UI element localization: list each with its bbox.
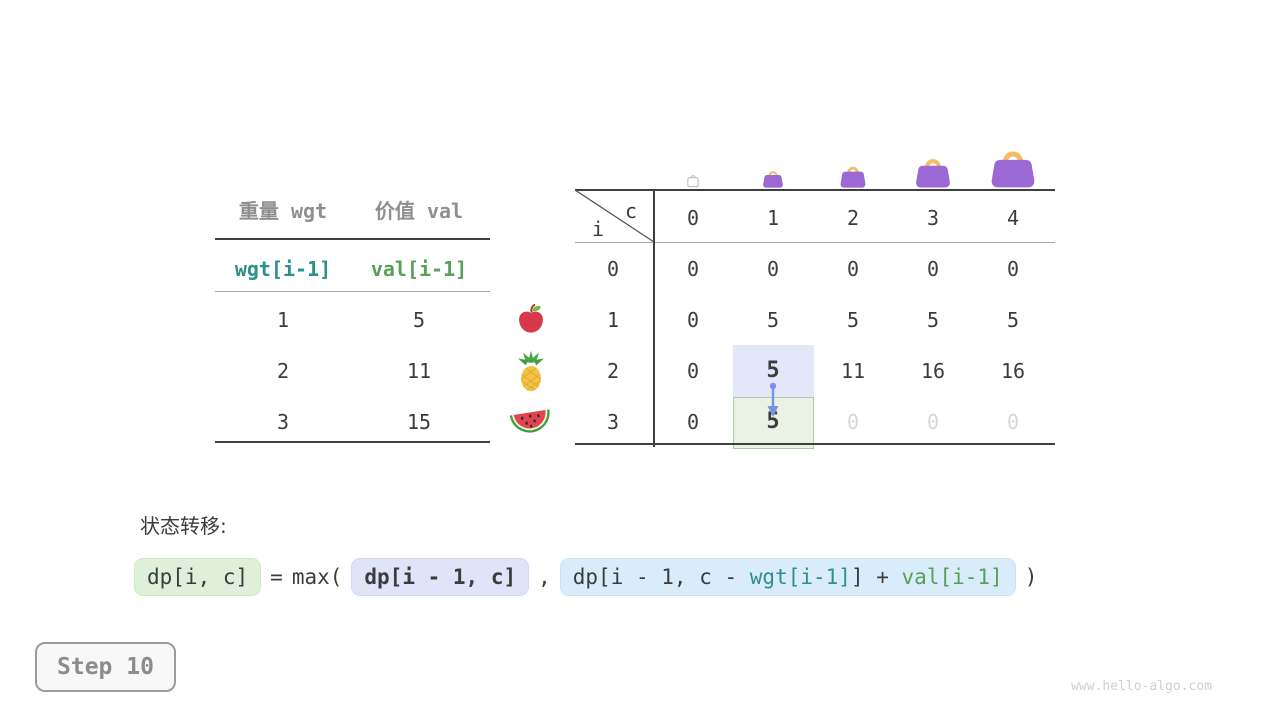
items-header-value: 价值 val xyxy=(374,199,464,223)
formula-arg2-val: val[i-1] xyxy=(901,565,1003,589)
dp-cell: 0 xyxy=(686,257,700,281)
dp-cell: 16 xyxy=(1000,359,1026,383)
watermark: www.hello-algo.com xyxy=(1071,679,1212,694)
formula-arg2-wgt: wgt[i-1] xyxy=(749,565,851,589)
dp-cell: 16 xyxy=(920,359,946,383)
formula-arg2-plus: + xyxy=(863,565,902,589)
items-table-bottom-rule xyxy=(215,441,490,443)
dp-cell: 5 xyxy=(766,358,780,383)
dp-cell: 0 xyxy=(686,359,700,383)
dp-cell: 0 xyxy=(926,410,940,434)
state-transition-label: 状态转移: xyxy=(140,514,227,538)
corner-diagonal xyxy=(575,190,655,243)
apple-icon xyxy=(514,301,548,335)
item-value-value: 5 xyxy=(412,308,426,332)
dp-cell: 5 xyxy=(766,308,780,332)
dp-cell: 0 xyxy=(846,257,860,281)
items-table-mid-rule xyxy=(215,291,490,292)
corner-label-c: c xyxy=(624,199,638,223)
watermelon-icon xyxy=(509,408,552,434)
dp-cell: 5 xyxy=(846,308,860,332)
formula-max-open: max( xyxy=(291,565,343,589)
dp-row-label: 0 xyxy=(606,257,620,281)
dp-row-label: 1 xyxy=(606,308,620,332)
empty-bag-icon xyxy=(685,171,701,188)
dp-cell: 5 xyxy=(1006,308,1020,332)
bag-icon xyxy=(839,163,867,188)
items-table-top-rule xyxy=(215,238,490,240)
item-value-value: 11 xyxy=(406,359,432,383)
items-header-weight: 重量 wgt xyxy=(238,199,328,223)
state-transition-formula: dp[i, c] = max( dp[i - 1, c] , dp[i - 1,… xyxy=(134,558,1046,596)
formula-arg2-box: dp[i - 1, c - wgt[i-1]] + val[i-1] xyxy=(559,558,1016,596)
dp-col-header: 1 xyxy=(766,206,780,230)
bag-icon xyxy=(989,145,1037,188)
pineapple-icon xyxy=(515,350,547,393)
formula-lhs-box: dp[i, c] xyxy=(134,558,262,596)
dp-cell: 0 xyxy=(766,257,780,281)
dp-cell: 0 xyxy=(686,410,700,434)
formula-close-paren: ) xyxy=(1024,565,1038,589)
dp-cell: 0 xyxy=(686,308,700,332)
item-value-value: 15 xyxy=(406,410,432,434)
item-weight-value: 3 xyxy=(276,410,290,434)
dp-col-header: 3 xyxy=(926,206,940,230)
dp-col-header: 4 xyxy=(1006,206,1020,230)
formula-arg2-bracket: ] xyxy=(850,565,864,589)
bag-icon xyxy=(914,154,952,188)
dp-cell: 5 xyxy=(926,308,940,332)
dp-table-vertical-rule xyxy=(653,189,655,447)
items-index-wgt: wgt[i-1] xyxy=(234,257,332,281)
formula-equals: = xyxy=(270,565,283,589)
dp-cell: 5 xyxy=(766,409,780,434)
dp-cell: 0 xyxy=(1006,257,1020,281)
items-index-val: val[i-1] xyxy=(370,257,468,281)
step-badge: Step 10 xyxy=(35,642,176,692)
dp-row-label: 2 xyxy=(606,359,620,383)
item-weight-value: 1 xyxy=(276,308,290,332)
formula-arg1-box: dp[i - 1, c] xyxy=(351,558,530,596)
formula-arg2-prefix: dp[i - 1, c - xyxy=(572,565,750,589)
dp-cell: 0 xyxy=(1006,410,1020,434)
transition-arrow-icon xyxy=(767,382,779,417)
dp-cell: 0 xyxy=(926,257,940,281)
dp-col-header: 2 xyxy=(846,206,860,230)
dp-table-top-rule xyxy=(575,189,1055,191)
dp-table-header-rule xyxy=(575,242,1055,243)
dp-table-bottom-rule xyxy=(575,443,1055,445)
item-weight-value: 2 xyxy=(276,359,290,383)
dp-col-header: 0 xyxy=(686,206,700,230)
bag-icon xyxy=(762,168,784,188)
formula-comma: , xyxy=(538,565,551,589)
corner-label-i: i xyxy=(591,217,605,241)
dp-cell: 11 xyxy=(840,359,866,383)
dp-row-label: 3 xyxy=(606,410,620,434)
dp-cell: 0 xyxy=(846,410,860,434)
